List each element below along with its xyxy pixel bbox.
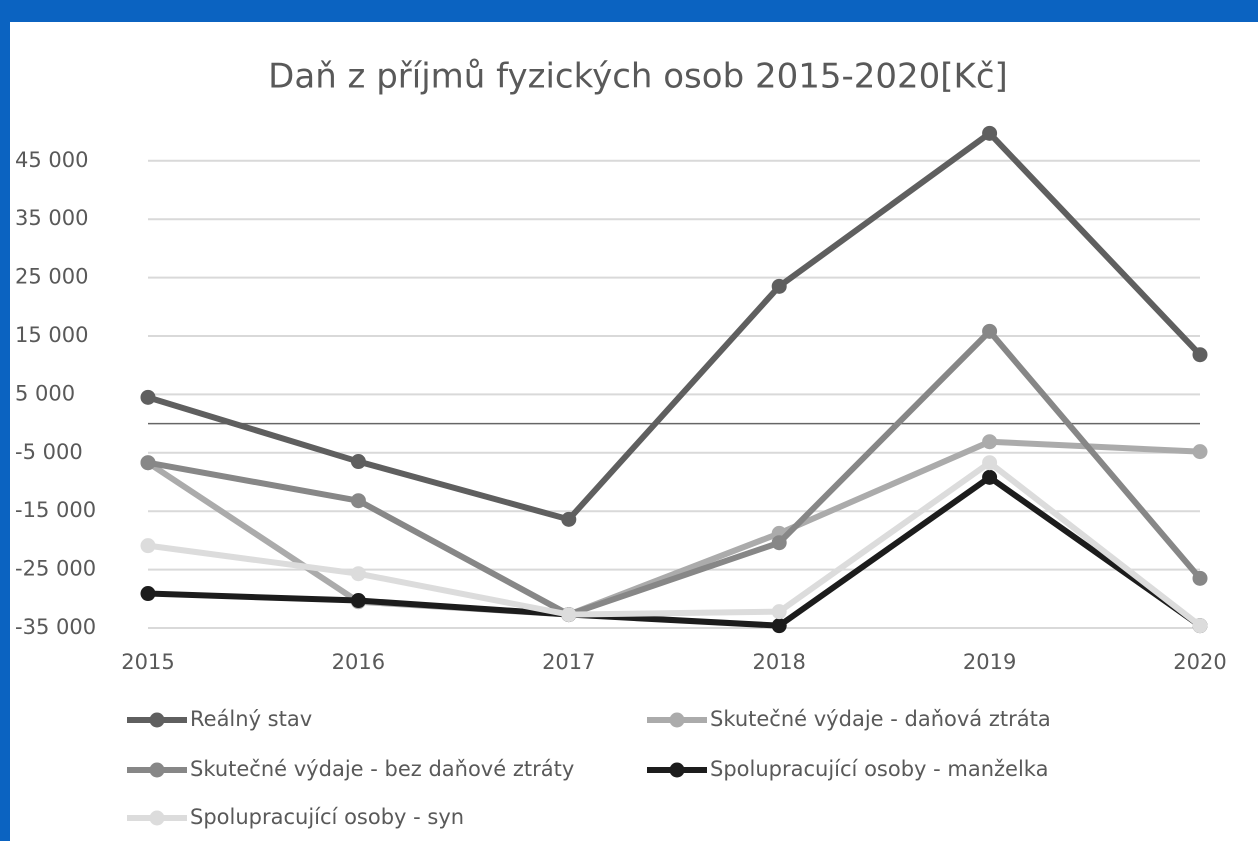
point — [1192, 347, 1208, 363]
x-tick-label: 2020 — [1173, 650, 1226, 674]
point — [350, 593, 366, 609]
point — [771, 278, 787, 294]
legend-label: Skutečné výdaje - bez daňové ztráty — [190, 757, 574, 781]
legend-marker — [149, 762, 165, 778]
series-line — [146, 438, 1201, 618]
point — [771, 535, 787, 551]
legend-marker — [669, 712, 685, 728]
chart-title: Daň z příjmů fyzických osob 2015-2020[Kč… — [268, 57, 1008, 97]
legend-label: Spolupracující osoby - syn — [190, 805, 464, 829]
x-tick-label: 2018 — [752, 650, 805, 674]
legend-marker — [149, 810, 165, 826]
y-tick-label: 25 000 — [15, 265, 88, 289]
y-tick-label: 15 000 — [15, 323, 88, 347]
point — [982, 125, 998, 141]
point — [1192, 618, 1208, 634]
y-tick-label: -15 000 — [15, 498, 96, 522]
point — [140, 389, 156, 405]
point — [140, 455, 156, 471]
y-tick-label: -35 000 — [15, 615, 96, 639]
point — [1192, 570, 1208, 586]
legend-label: Skutečné výdaje - daňová ztráta — [710, 707, 1051, 731]
point — [561, 511, 577, 527]
series-line — [147, 474, 1202, 629]
x-tick-label: 2019 — [963, 650, 1016, 674]
point — [771, 604, 787, 620]
legend-label: Spolupracující osoby - manželka — [710, 757, 1048, 781]
y-tick-label: 45 000 — [15, 148, 88, 172]
point — [140, 538, 156, 554]
y-tick-label: -5 000 — [15, 440, 83, 464]
point — [350, 566, 366, 582]
chart: Daň z příjmů fyzických osob 2015-2020[Kč… — [10, 22, 1258, 841]
point — [982, 323, 998, 339]
series-line — [147, 130, 1203, 523]
series-line — [147, 459, 1202, 629]
point — [350, 493, 366, 509]
x-tick-label: 2016 — [332, 650, 385, 674]
point — [350, 454, 366, 470]
series-line — [147, 328, 1203, 618]
legend-label: Reálný stav — [190, 707, 312, 731]
y-tick-label: 5 000 — [15, 381, 75, 405]
point — [561, 607, 577, 623]
x-tick-label: 2017 — [542, 650, 595, 674]
point — [771, 618, 787, 634]
x-tick-label: 2015 — [121, 650, 174, 674]
legend-marker — [149, 712, 165, 728]
point — [982, 434, 998, 450]
y-tick-label: -25 000 — [15, 557, 96, 581]
point — [140, 586, 156, 602]
legend-marker — [669, 762, 685, 778]
point — [1192, 444, 1208, 460]
point — [982, 455, 998, 471]
y-tick-label: 35 000 — [15, 206, 88, 230]
point — [982, 469, 998, 485]
